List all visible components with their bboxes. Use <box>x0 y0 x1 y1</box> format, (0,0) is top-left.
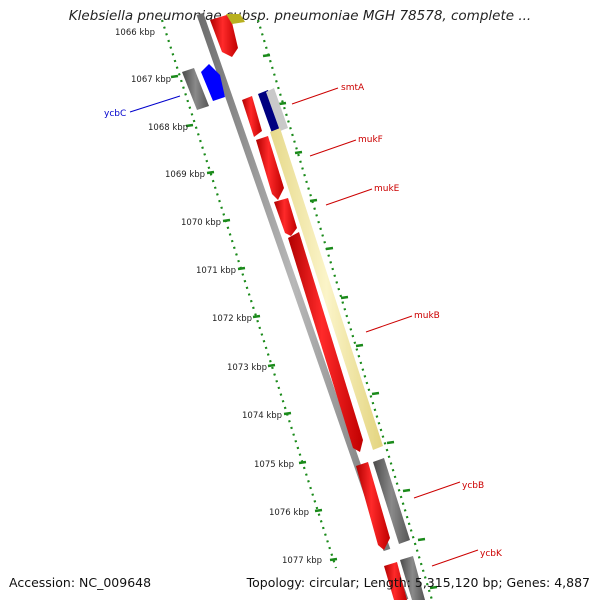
gene-grey-bottom[interactable] <box>400 556 425 600</box>
scale-track-left <box>160 19 338 569</box>
gene-smtA[interactable] <box>258 90 282 133</box>
tick-mark <box>262 53 271 58</box>
left-ticks <box>170 74 338 562</box>
tick-mark <box>252 314 261 319</box>
mukB-leader-line <box>365 315 413 333</box>
gene-mukF[interactable] <box>256 136 284 200</box>
gene-label-mukF[interactable]: mukF <box>358 135 383 145</box>
gene-yellow-long[interactable] <box>270 128 383 450</box>
tick-mark <box>267 363 276 368</box>
tick-mark <box>314 508 323 513</box>
tick-mark <box>206 170 215 175</box>
tick-label: 1067 kbp <box>131 75 171 85</box>
tick-mark <box>429 585 438 590</box>
tick-mark <box>185 123 194 128</box>
tick-label: 1069 kbp <box>165 170 205 180</box>
tick-label: 1072 kbp <box>212 314 252 324</box>
gene-label-mukE[interactable]: mukE <box>374 184 400 194</box>
ycbC-leader-line <box>129 95 181 113</box>
gene-top-red[interactable] <box>210 14 238 57</box>
gene-label-ycbC[interactable]: ycbC <box>104 109 126 119</box>
tick-label: 1077 kbp <box>282 556 322 566</box>
tick-mark <box>283 411 292 416</box>
tick-mark <box>325 246 334 251</box>
tick-mark <box>170 74 179 79</box>
tick-label: 1073 kbp <box>227 363 267 373</box>
gene-top-yellow[interactable] <box>226 14 245 24</box>
tick-mark <box>402 488 411 493</box>
tick-mark <box>309 198 318 203</box>
mukF-leader-line <box>309 139 357 157</box>
tick-mark <box>294 150 303 155</box>
gene-label-ycbK[interactable]: ycbK <box>480 549 503 559</box>
tick-label: 1068 kbp <box>148 123 188 133</box>
gene-red-bottom[interactable] <box>384 562 407 600</box>
tick-mark <box>340 295 349 300</box>
ycbK-leader-line <box>431 549 479 567</box>
tick-mark <box>278 101 287 106</box>
tick-label: 1074 kbp <box>242 411 282 421</box>
accession-text: Accession: NC_009648 <box>9 575 152 590</box>
tick-label: 1076 kbp <box>269 508 309 518</box>
ycbB-leader-line <box>413 481 461 499</box>
gene-ycbC[interactable] <box>201 64 225 101</box>
tick-mark <box>329 557 338 562</box>
tick-mark <box>386 440 395 445</box>
tick-label: 1066 kbp <box>115 28 155 38</box>
mukE-leader-line <box>325 188 373 206</box>
tick-mark <box>237 266 246 271</box>
scale-labels: 1066 kbp 1067 kbp 1068 kbp 1069 kbp 1070… <box>115 28 322 566</box>
gene-grey-small[interactable] <box>266 88 288 131</box>
genome-summary: Topology: circular; Length: 5,315,120 bp… <box>246 575 590 590</box>
smtA-leader-line <box>291 87 339 105</box>
gene-label-ycbB[interactable]: ycbB <box>462 481 484 491</box>
tick-mark <box>355 343 364 348</box>
gene-grey-ycbC-neighbor[interactable] <box>182 68 209 110</box>
tick-mark <box>298 460 307 465</box>
gene-grey-ycbB-neighbor[interactable] <box>373 458 410 544</box>
tick-mark <box>222 218 231 223</box>
gene-mukB[interactable] <box>288 232 363 452</box>
tick-label: 1070 kbp <box>181 218 221 228</box>
tick-label: 1075 kbp <box>254 460 294 470</box>
gene-mukE[interactable] <box>274 198 297 236</box>
tick-mark <box>371 391 380 396</box>
tick-mark <box>417 537 426 542</box>
scale-track-right <box>256 19 434 600</box>
map-title: Klebsiella pneumoniae subsp. pneumoniae … <box>68 8 532 24</box>
gene-label-smtA[interactable]: smtA <box>341 83 365 93</box>
right-ticks <box>262 53 438 590</box>
tick-label: 1071 kbp <box>196 266 236 276</box>
gene-red-1[interactable] <box>242 96 262 137</box>
gene-ycbB[interactable] <box>356 462 390 550</box>
gene-label-mukB[interactable]: mukB <box>414 311 440 321</box>
